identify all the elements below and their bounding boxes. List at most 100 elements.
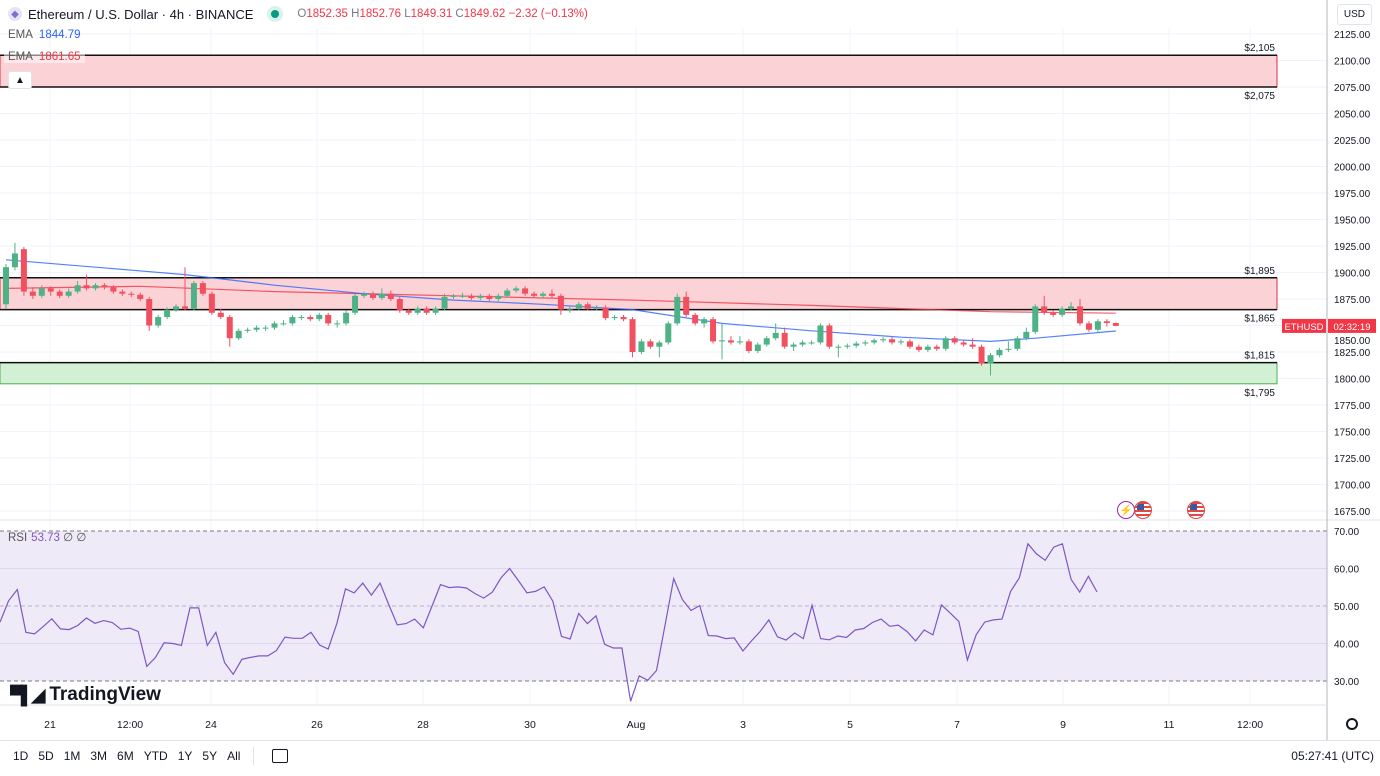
price-tick-label: 1775.00: [1334, 401, 1371, 412]
calendar-icon[interactable]: [272, 749, 289, 763]
price-tick-label: 1850.00: [1334, 336, 1371, 347]
ema-slow-legend[interactable]: EMA 1861.65: [4, 51, 85, 63]
candle-body: [1050, 312, 1057, 315]
range-1d[interactable]: 1D: [13, 749, 29, 763]
collapse-legend-button[interactable]: ▲: [8, 71, 32, 89]
candle-body: [880, 339, 887, 341]
candle-body: [164, 309, 171, 318]
candle-body: [620, 317, 627, 320]
us-flag-event-icon[interactable]: [1134, 501, 1152, 519]
rsi-band: [0, 531, 1327, 681]
candle-body: [208, 293, 215, 313]
range-all[interactable]: All: [227, 749, 241, 763]
ema-fast-legend[interactable]: EMA 1844.79: [8, 29, 81, 41]
candle-body: [352, 295, 359, 313]
range-1y[interactable]: 1Y: [177, 749, 193, 763]
candle-body: [727, 340, 734, 343]
candle-body: [1085, 323, 1092, 330]
price-tick-label: 1925.00: [1334, 242, 1371, 253]
candle-body: [155, 317, 162, 326]
price-tick-label: 1750.00: [1334, 428, 1371, 439]
time-tick-label: Aug: [627, 719, 646, 731]
time-tick-label: 9: [1060, 719, 1066, 731]
candle-body: [477, 295, 484, 298]
candle-body: [405, 310, 412, 313]
candle-body: [951, 338, 958, 343]
range-6m[interactable]: 6M: [117, 749, 134, 763]
tradingview-logo: ▀▌◢ TradingView: [10, 684, 161, 705]
candle-body: [235, 330, 242, 339]
time-tick-label: 3: [740, 719, 746, 731]
candle-body: [719, 340, 725, 342]
range-3m[interactable]: 3M: [90, 749, 108, 763]
bottom-toolbar: 1D 5D 1M 3M 6M YTD 1Y 5Y All 05:27:41 (U…: [0, 740, 1380, 771]
settings-gear-icon[interactable]: [1346, 718, 1358, 730]
candle-body: [584, 304, 591, 309]
price-tick-label: 1675.00: [1334, 507, 1371, 518]
candle-body: [602, 307, 609, 319]
rsi-tick-label: 50.00: [1334, 602, 1359, 613]
range-5d[interactable]: 5D: [38, 749, 54, 763]
candle-body: [898, 341, 904, 343]
candle-body: [522, 288, 529, 294]
candle-body: [244, 329, 251, 331]
price-tag-symbol: [1282, 318, 1326, 333]
candle-body: [826, 325, 833, 347]
candle-body: [1023, 331, 1030, 339]
candle-body: [450, 295, 457, 297]
price-tick-label: 2025.00: [1334, 136, 1371, 147]
price-tag-symbol-text: ETHUSD: [1284, 322, 1323, 333]
candle-body: [83, 285, 90, 289]
candle-body: [853, 343, 860, 346]
candle-body: [548, 293, 555, 296]
time-tick-label: 24: [205, 719, 217, 731]
candle-body: [468, 295, 475, 298]
candle-body: [1068, 306, 1075, 309]
rsi-tick-label: 40.00: [1334, 640, 1359, 651]
candle-body: [835, 346, 842, 348]
candle-body: [665, 323, 672, 343]
candle-body: [146, 299, 153, 326]
candle-body: [736, 341, 743, 343]
rsi-legend[interactable]: RSI 53.73 ∅ ∅: [8, 532, 87, 544]
price-tick-label: 2050.00: [1334, 110, 1371, 121]
candle-body: [531, 293, 538, 296]
range-1m[interactable]: 1M: [63, 749, 81, 763]
ethereum-icon: ◆: [8, 7, 22, 21]
candle-body: [915, 346, 922, 350]
time-tick-label: 7: [954, 719, 960, 731]
candle-body: [65, 291, 72, 296]
lightning-event-icon[interactable]: ⚡: [1117, 501, 1135, 519]
candle-body: [262, 327, 269, 329]
us-flag-event-icon[interactable]: [1187, 501, 1205, 519]
candle-body: [29, 291, 36, 296]
candle-body: [361, 293, 367, 296]
candle-body: [38, 288, 45, 296]
candle-body: [763, 338, 770, 345]
candle-body: [495, 295, 502, 299]
candle-body: [47, 288, 54, 292]
candle-body: [343, 312, 350, 324]
candle-body: [1103, 321, 1110, 324]
candle-body: [889, 339, 896, 343]
utc-clock[interactable]: 05:27:41 (UTC): [1291, 749, 1374, 763]
candle-body: [253, 327, 260, 330]
candle-body: [92, 285, 99, 289]
zone-top-label: $1,895: [1244, 266, 1275, 277]
chart-canvas[interactable]: $2,105 $2,075 $1,895 $1,865 $1,815 $1,795 2125…: [0, 0, 1380, 740]
candle-body: [871, 340, 878, 343]
currency-selector[interactable]: USD: [1336, 4, 1372, 25]
candle-body: [11, 253, 18, 268]
candle-body: [119, 291, 126, 294]
tradingview-mark-icon: ▀▌◢: [10, 684, 45, 705]
price-tick-label: 2100.00: [1334, 57, 1371, 68]
zone-top-label: $1,815: [1244, 351, 1275, 362]
candle-body: [942, 338, 949, 349]
candle-body: [226, 317, 233, 339]
symbol-title[interactable]: Ethereum / U.S. Dollar · 4h · BINANCE: [28, 6, 254, 22]
rsi-tick-label: 60.00: [1334, 565, 1359, 576]
range-5y[interactable]: 5Y: [202, 749, 218, 763]
candle-body: [504, 290, 511, 296]
candle-body: [486, 295, 493, 299]
range-ytd[interactable]: YTD: [143, 749, 168, 763]
